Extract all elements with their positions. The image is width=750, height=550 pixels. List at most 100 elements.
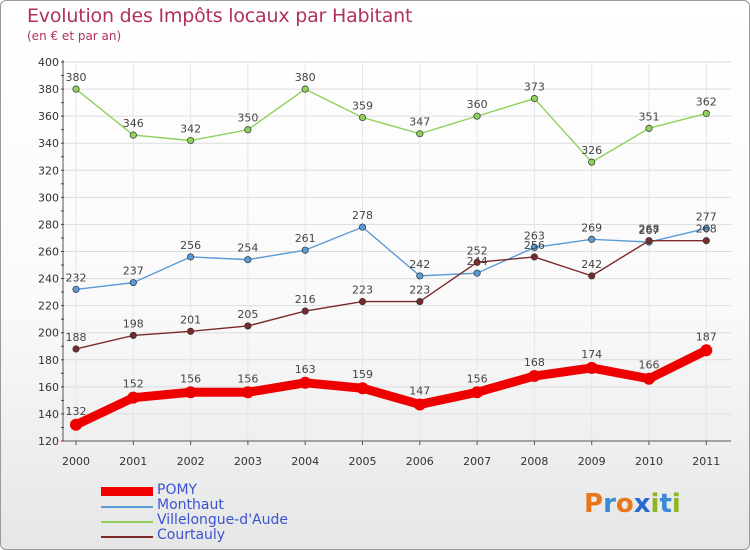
chart-title: Evolution des Impôts locaux par Habitant xyxy=(27,5,413,27)
data-point xyxy=(244,256,252,264)
logo-letter: P xyxy=(584,489,604,519)
data-label: 242 xyxy=(409,258,430,271)
data-label: 198 xyxy=(123,317,144,330)
x-tick-label: 2006 xyxy=(406,455,434,468)
data-point xyxy=(127,391,140,404)
y-tick-label: 340 xyxy=(38,137,59,150)
data-label: 263 xyxy=(524,229,545,242)
y-tick-label: 260 xyxy=(38,246,59,259)
legend-label-villelongue: Villelongue-d'Aude xyxy=(157,512,288,528)
data-point xyxy=(129,331,137,339)
data-point xyxy=(473,269,481,277)
data-label: 237 xyxy=(123,265,144,278)
series-line-villelongue-d-aude xyxy=(75,88,707,163)
data-label: 268 xyxy=(696,223,717,236)
data-point xyxy=(244,322,252,330)
data-label: 152 xyxy=(123,378,144,391)
x-tick-label: 2005 xyxy=(349,455,377,468)
y-tick-label: 300 xyxy=(38,191,59,204)
data-label: 360 xyxy=(467,98,488,111)
legend-item-courtauly: Courtauly xyxy=(101,527,321,544)
data-label: 252 xyxy=(467,244,488,257)
logo-letter: x xyxy=(633,489,651,519)
data-label: 373 xyxy=(524,81,545,94)
data-label: 347 xyxy=(409,116,430,129)
data-label: 223 xyxy=(352,284,373,297)
data-point xyxy=(588,158,596,166)
data-label: 268 xyxy=(639,223,660,236)
legend-item-pomy: POMY xyxy=(101,482,321,499)
data-label: 350 xyxy=(237,112,258,125)
y-tick-label: 280 xyxy=(38,218,59,231)
data-point xyxy=(702,237,710,245)
data-point xyxy=(184,386,197,399)
y-tick-label: 360 xyxy=(38,110,59,123)
x-tick-label: 2007 xyxy=(463,455,491,468)
data-label: 156 xyxy=(237,372,258,385)
y-tick-label: 140 xyxy=(38,408,59,421)
y-tick-label: 240 xyxy=(38,273,59,286)
data-point xyxy=(530,243,538,251)
data-point xyxy=(358,298,367,306)
data-point xyxy=(70,418,82,431)
data-point xyxy=(643,372,655,385)
data-label: 269 xyxy=(581,221,602,234)
data-point xyxy=(244,126,252,134)
data-label: 205 xyxy=(237,308,258,321)
data-point xyxy=(413,398,426,411)
data-point xyxy=(645,237,653,245)
logo-letter: o xyxy=(615,489,634,519)
data-label: 380 xyxy=(295,71,316,84)
data-point xyxy=(471,386,484,399)
data-point xyxy=(187,327,195,335)
data-point xyxy=(473,112,481,120)
x-tick-label: 2000 xyxy=(62,455,90,468)
data-label: 277 xyxy=(696,210,717,223)
data-point xyxy=(301,246,309,254)
data-point xyxy=(416,298,424,306)
legend-label-courtauly: Courtauly xyxy=(157,527,226,543)
y-tick-label: 320 xyxy=(38,164,59,177)
data-label: 156 xyxy=(180,372,201,385)
data-point xyxy=(530,253,538,261)
data-point xyxy=(129,131,137,139)
data-label: 342 xyxy=(180,123,201,136)
data-point xyxy=(358,223,367,231)
data-point xyxy=(588,272,596,280)
data-point xyxy=(356,382,369,395)
data-label: 159 xyxy=(352,368,373,381)
data-point xyxy=(72,285,80,293)
data-point xyxy=(473,258,481,266)
data-point xyxy=(702,224,710,233)
x-tick-label: 2009 xyxy=(578,455,606,468)
data-point xyxy=(588,235,596,243)
data-point xyxy=(72,85,80,93)
data-label: 326 xyxy=(581,144,602,157)
data-point xyxy=(241,386,254,399)
data-label: 242 xyxy=(581,258,602,271)
logo-letter: i xyxy=(650,489,660,519)
y-tick-label: 220 xyxy=(38,300,59,313)
data-label: 359 xyxy=(352,99,373,112)
series-line-monthaut xyxy=(75,226,707,291)
x-tick-label: 2004 xyxy=(291,455,319,468)
data-label: 256 xyxy=(180,239,201,252)
data-label: 168 xyxy=(524,356,545,369)
legend-swatch-villelongue xyxy=(101,521,153,523)
x-tick-label: 2001 xyxy=(119,455,147,468)
data-point xyxy=(187,253,195,261)
legend-item-monthaut: Monthaut xyxy=(101,497,321,514)
data-point xyxy=(645,124,653,132)
data-label: 166 xyxy=(639,359,660,372)
legend-label-pomy: POMY xyxy=(157,482,198,498)
data-label: 380 xyxy=(66,71,87,84)
data-label: 278 xyxy=(352,209,373,222)
legend-swatch-courtauly xyxy=(101,536,153,538)
data-point xyxy=(301,85,309,93)
data-label: 216 xyxy=(295,293,316,306)
data-label: 147 xyxy=(409,384,430,397)
data-point xyxy=(416,272,424,280)
data-label: 188 xyxy=(66,331,87,344)
